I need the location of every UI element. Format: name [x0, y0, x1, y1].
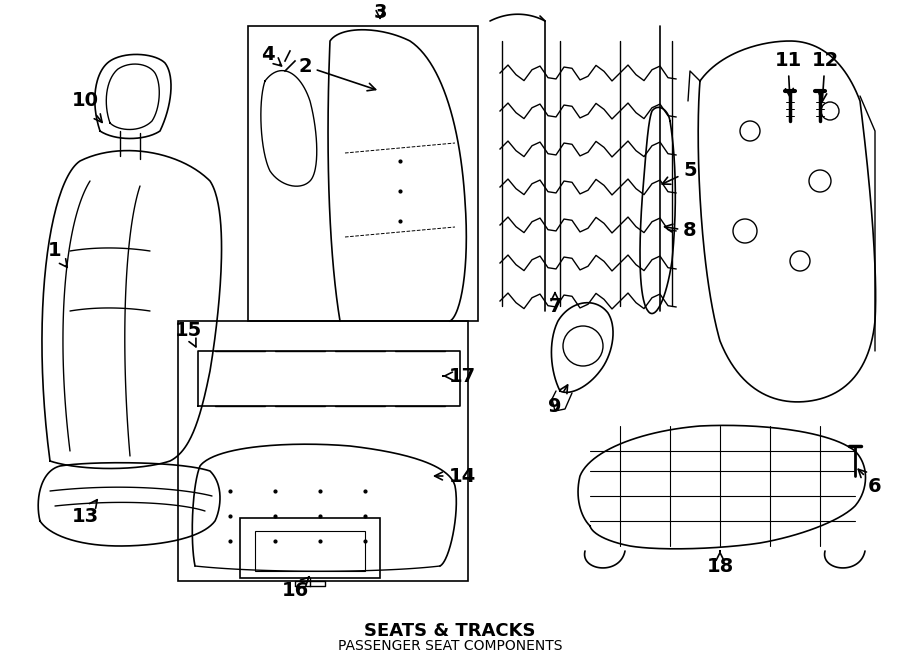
Bar	[248, 26, 478, 321]
Text: 8: 8	[664, 221, 697, 241]
Text: 1: 1	[49, 241, 68, 267]
Text: 3: 3	[374, 3, 387, 22]
Text: 5: 5	[662, 161, 697, 184]
Text: 14: 14	[435, 467, 475, 485]
Text: 10: 10	[71, 91, 102, 122]
Text: 15: 15	[175, 321, 202, 347]
Text: 2: 2	[298, 56, 375, 91]
Text: 12: 12	[812, 52, 839, 101]
Bar	[240, 518, 380, 578]
Text: 13: 13	[71, 500, 99, 525]
Text: 9: 9	[548, 385, 568, 416]
Text: PASSENGER SEAT COMPONENTS: PASSENGER SEAT COMPONENTS	[338, 639, 562, 653]
Bar	[255, 531, 365, 571]
Text: 7: 7	[548, 293, 562, 315]
Text: SEATS & TRACKS: SEATS & TRACKS	[364, 622, 536, 640]
Text: 11: 11	[774, 52, 802, 97]
Bar	[178, 321, 468, 581]
Text: 4: 4	[261, 44, 282, 66]
Text: 16: 16	[282, 576, 310, 600]
Text: 6: 6	[859, 469, 882, 496]
Text: 17: 17	[443, 366, 475, 385]
Text: 18: 18	[706, 551, 733, 576]
